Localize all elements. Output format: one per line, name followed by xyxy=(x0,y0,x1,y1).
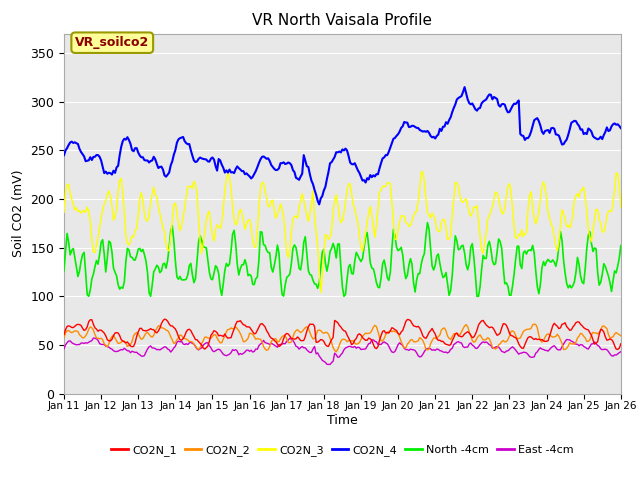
Legend: CO2N_1, CO2N_2, CO2N_3, CO2N_4, North -4cm, East -4cm: CO2N_1, CO2N_2, CO2N_3, CO2N_4, North -4… xyxy=(106,440,579,460)
Text: VR_soilco2: VR_soilco2 xyxy=(75,36,149,49)
Title: VR North Vaisala Profile: VR North Vaisala Profile xyxy=(252,13,433,28)
X-axis label: Time: Time xyxy=(327,414,358,427)
Y-axis label: Soil CO2 (mV): Soil CO2 (mV) xyxy=(12,170,25,257)
